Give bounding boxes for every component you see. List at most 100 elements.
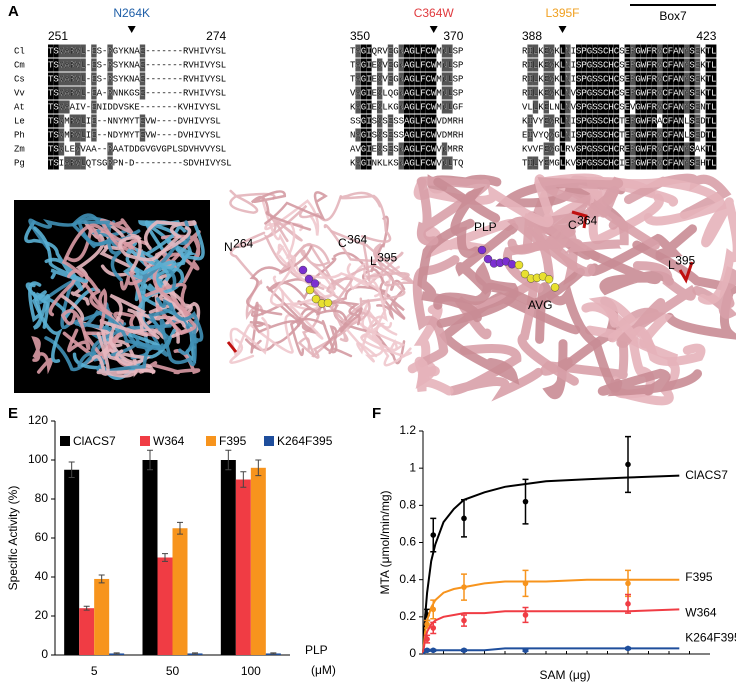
residue-shade	[107, 44, 113, 58]
residue-shade	[447, 44, 453, 58]
residue-shade	[678, 142, 684, 156]
residue-label: C	[568, 218, 577, 232]
residue-shade	[431, 86, 437, 100]
residue-shade	[80, 86, 86, 100]
error-bar	[83, 605, 90, 611]
residue-shade	[447, 58, 453, 72]
residue-shade	[689, 44, 695, 58]
ribbon	[414, 356, 454, 396]
residue-shade	[139, 86, 146, 100]
residue-shade	[387, 142, 394, 156]
residue-shade	[689, 142, 695, 156]
residue-shade	[398, 58, 404, 72]
data-point	[625, 580, 631, 587]
residue-shade	[64, 72, 70, 86]
residue-shade	[624, 100, 630, 114]
species-label: Zm	[14, 144, 25, 154]
residue-label: N	[224, 240, 233, 254]
residue-shade	[404, 100, 410, 114]
residue-shade	[377, 128, 383, 142]
y-tick-label: 0.2	[399, 609, 416, 623]
residue-shade	[640, 86, 647, 100]
residue-shade	[646, 156, 652, 170]
data-point	[461, 515, 467, 522]
fit-curve	[422, 474, 680, 655]
residue-shade	[678, 100, 684, 114]
residue-shade	[613, 142, 620, 156]
residue-shade	[673, 72, 679, 86]
ribbon	[535, 282, 623, 393]
residue-shade	[387, 128, 394, 142]
residue-shade	[630, 114, 636, 128]
residue-shade	[48, 142, 54, 156]
residue-shade	[613, 100, 620, 114]
sequence: TSVARVL-ES-RSYKNAE-------RVHIVYSL	[48, 74, 226, 84]
residue-shade	[689, 100, 695, 114]
residue-shade	[58, 86, 65, 100]
residue-shade	[635, 58, 641, 72]
sequence: TSVAAIV-ENIDDVSKE-------KVHIVYSL	[48, 102, 221, 112]
residue-shade	[420, 128, 426, 142]
position-number: 388	[522, 29, 542, 43]
species-label: Pg	[14, 158, 25, 168]
residue-shade	[711, 72, 717, 86]
series-label: ClACS7	[685, 468, 728, 482]
ribbon	[275, 243, 335, 299]
data-point	[461, 584, 467, 590]
residue-shade	[662, 142, 668, 156]
residue-shade	[543, 86, 549, 100]
residue-shade	[608, 128, 614, 142]
residue-label: AVG	[528, 298, 552, 312]
residue-shade	[694, 44, 701, 58]
y-tick-label: 120	[28, 413, 48, 427]
residue-shade	[409, 72, 415, 86]
residue-shade	[613, 128, 620, 142]
residue-superscript: 264	[233, 236, 253, 250]
residue-shade	[377, 58, 383, 72]
residue-shade	[398, 86, 404, 100]
residue-shade	[646, 44, 652, 58]
residue-shade	[387, 58, 394, 72]
residue-shade	[608, 114, 614, 128]
ribbon	[31, 336, 53, 375]
residue-shade	[592, 114, 598, 128]
residue-shade	[431, 72, 437, 86]
residue-shade	[640, 58, 647, 72]
residue-shade	[409, 114, 415, 128]
residue-shade	[667, 72, 674, 86]
residue-shade	[630, 128, 636, 142]
residue-shade	[532, 72, 539, 86]
residue-shade	[409, 44, 415, 58]
sequence: TSVMRVLIE--NNYMYTEVW----DVHIVYSL	[48, 116, 221, 126]
residue-shade	[532, 58, 539, 72]
ribbon	[423, 218, 516, 260]
residue-shade	[80, 114, 86, 128]
residue-shade	[684, 72, 690, 86]
residue-shade	[527, 114, 533, 128]
residue-shade	[377, 142, 383, 156]
residue-shade	[527, 72, 533, 86]
data-point	[522, 647, 529, 654]
residue-shade	[705, 100, 711, 114]
error-bar	[192, 652, 198, 655]
residue-shade	[527, 44, 533, 58]
ribbon	[250, 190, 312, 231]
ligand-atom	[304, 274, 314, 284]
residue-shade	[366, 72, 372, 86]
residue-shade	[58, 100, 65, 114]
residue-shade	[673, 44, 679, 58]
residue-shade	[667, 44, 674, 58]
residue-shade	[409, 100, 415, 114]
sequence: TSVARVL-EA-RNNKGSE-------RVHIVYSL	[48, 88, 226, 98]
residue-shade	[635, 86, 641, 100]
residue-shade	[377, 86, 383, 100]
residue-shade	[425, 72, 431, 86]
ligand-atom	[310, 279, 320, 288]
residue-shade	[586, 142, 593, 156]
ribbon	[135, 297, 173, 351]
ligand-atom	[477, 245, 487, 255]
x-axis-label: PLP	[305, 643, 328, 657]
residue-shade	[355, 86, 361, 100]
residue-shade	[603, 58, 609, 72]
ribbon	[108, 293, 160, 348]
